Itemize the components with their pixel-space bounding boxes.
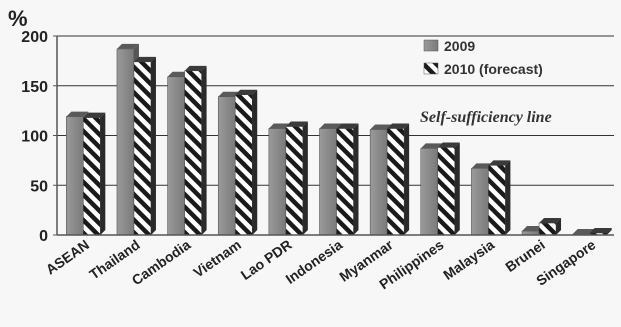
bars: [66, 43, 612, 236]
x-tick-label: Indonesia: [283, 236, 346, 287]
legend-swatch-2009: [423, 39, 439, 52]
bar-asean-2010: [83, 112, 106, 236]
y-tick-label: 0: [39, 228, 48, 245]
y-axis-unit-label: %: [8, 6, 28, 31]
legend-swatch-2010: [423, 62, 439, 75]
bar-indonesia-2010: [336, 123, 359, 236]
bar-brunei-2010: [538, 218, 562, 236]
x-tick-label: Malaysia: [440, 236, 497, 283]
x-tick-label: ASEAN: [43, 236, 92, 277]
legend-label-2010: 2010 (forecast): [444, 61, 543, 77]
y-tick-label: 100: [21, 129, 48, 146]
bar-thailand-2010: [133, 56, 156, 236]
y-axis-ticks: 0 50 100 150 200: [21, 29, 57, 245]
legend-label-2009: 2009: [444, 38, 475, 54]
bar-malaysia-2010: [488, 160, 511, 236]
legend: 2009 2010 (forecast): [423, 38, 543, 77]
bar-vietnam-2010: [234, 89, 258, 236]
y-tick-label: 200: [21, 29, 48, 46]
bar-singapore-2010: [589, 228, 612, 236]
y-tick-label: 150: [21, 79, 48, 96]
bar-myanmar-2010: [386, 123, 410, 236]
x-tick-label: Vietnam: [190, 236, 244, 280]
bar-cambodia-2010: [184, 65, 207, 236]
bar-philippines-2010: [437, 142, 460, 236]
y-tick-label: 50: [30, 178, 48, 195]
bar-lao-pdr-2010: [285, 121, 308, 236]
self-sufficiency-annotation: Self-sufficiency line: [420, 109, 552, 126]
